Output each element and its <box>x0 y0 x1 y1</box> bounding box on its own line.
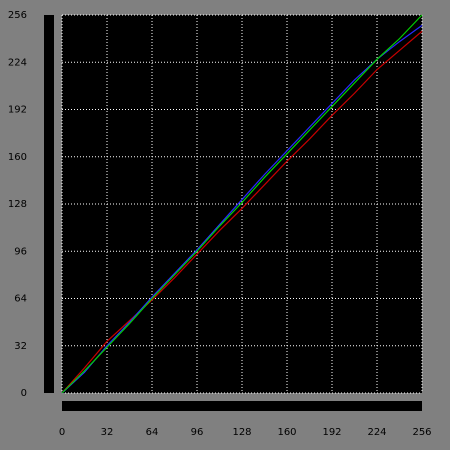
x-tick-label: 256 <box>412 427 431 438</box>
x-tick-label: 0 <box>59 427 65 438</box>
y-tick-label: 0 <box>21 388 27 399</box>
y-tick-label: 64 <box>14 294 27 305</box>
bottom-bar <box>62 401 422 411</box>
x-tick-label: 32 <box>101 427 114 438</box>
x-tick-label: 64 <box>146 427 159 438</box>
x-tick-label: 192 <box>322 427 341 438</box>
y-tick-label: 128 <box>8 199 27 210</box>
side-bar <box>44 15 54 393</box>
x-tick-label: 96 <box>191 427 204 438</box>
y-tick-label: 32 <box>14 341 27 352</box>
x-tick-label: 160 <box>277 427 296 438</box>
y-tick-label: 96 <box>14 246 27 257</box>
y-tick-label: 192 <box>8 105 27 116</box>
series-line <box>61 24 423 394</box>
series-line <box>61 30 423 394</box>
y-tick-label: 160 <box>8 152 27 163</box>
y-tick-label: 256 <box>8 10 27 21</box>
y-tick-label: 224 <box>8 57 27 68</box>
x-tick-label: 128 <box>232 427 251 438</box>
series-line <box>61 14 423 394</box>
x-tick-label: 224 <box>367 427 386 438</box>
